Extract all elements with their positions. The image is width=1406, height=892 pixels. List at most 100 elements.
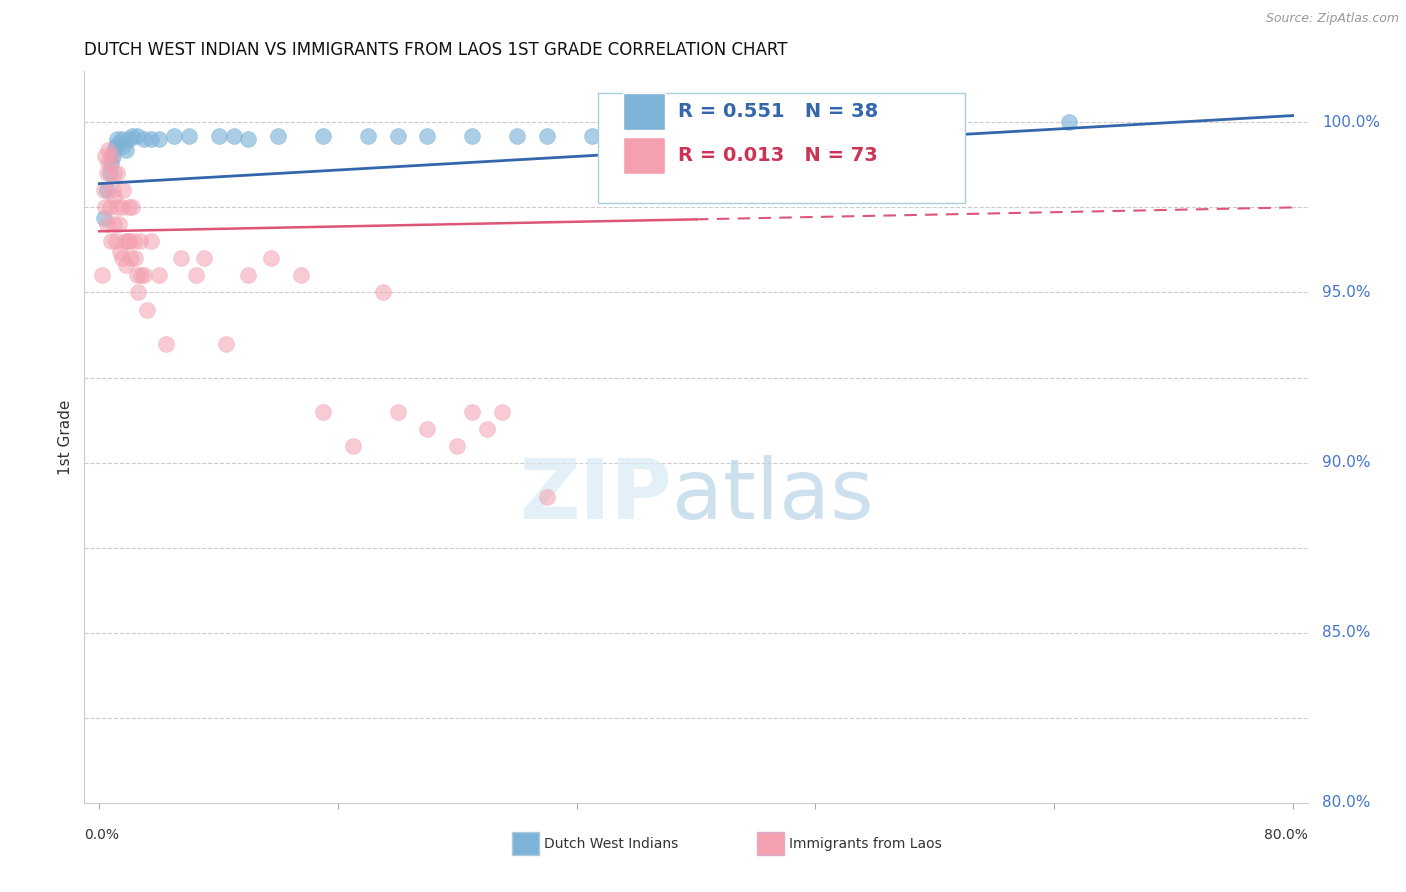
- Point: [97, 156, 120, 170]
- Point: [96, 166, 118, 180]
- Point: [124, 252, 146, 266]
- Point: [97, 143, 120, 157]
- Point: [371, 285, 394, 300]
- Point: [416, 128, 439, 143]
- Point: [238, 268, 260, 283]
- Point: [127, 285, 149, 300]
- Point: [222, 128, 245, 143]
- Point: [118, 201, 141, 215]
- Point: [98, 166, 121, 180]
- Point: [100, 149, 122, 163]
- Point: [101, 183, 124, 197]
- Point: [96, 218, 118, 232]
- Text: DUTCH WEST INDIAN VS IMMIGRANTS FROM LAOS 1ST GRADE CORRELATION CHART: DUTCH WEST INDIAN VS IMMIGRANTS FROM LAO…: [84, 41, 787, 59]
- Y-axis label: 1st Grade: 1st Grade: [58, 400, 73, 475]
- Point: [357, 128, 380, 143]
- Point: [122, 235, 145, 249]
- Point: [120, 252, 142, 266]
- Point: [170, 252, 193, 266]
- Point: [103, 218, 125, 232]
- Point: [387, 128, 409, 143]
- Text: R = 0.551   N = 38: R = 0.551 N = 38: [678, 102, 877, 121]
- Point: [93, 211, 115, 225]
- Point: [91, 268, 114, 283]
- Point: [96, 183, 118, 197]
- Point: [312, 128, 335, 143]
- Point: [111, 201, 134, 215]
- FancyBboxPatch shape: [598, 94, 965, 203]
- Point: [132, 268, 155, 283]
- Point: [100, 156, 122, 170]
- Point: [105, 166, 128, 180]
- Point: [132, 132, 155, 146]
- Point: [461, 404, 484, 418]
- Point: [148, 132, 170, 146]
- Point: [105, 201, 128, 215]
- Point: [103, 166, 125, 180]
- Point: [387, 404, 409, 418]
- Text: Immigrants from Laos: Immigrants from Laos: [789, 837, 942, 851]
- Point: [416, 421, 439, 435]
- Point: [104, 139, 127, 153]
- Bar: [623, 94, 665, 130]
- Point: [100, 235, 122, 249]
- Point: [207, 128, 229, 143]
- Point: [312, 404, 335, 418]
- Point: [112, 183, 135, 197]
- Text: ZIP: ZIP: [519, 455, 672, 536]
- Point: [290, 268, 312, 283]
- Point: [94, 201, 117, 215]
- Point: [115, 143, 138, 157]
- Text: R = 0.013   N = 73: R = 0.013 N = 73: [678, 146, 877, 165]
- Point: [125, 128, 148, 143]
- Point: [536, 490, 558, 504]
- Point: [475, 421, 498, 435]
- Point: [101, 149, 124, 163]
- Text: Source: ZipAtlas.com: Source: ZipAtlas.com: [1265, 12, 1399, 25]
- Point: [714, 128, 737, 143]
- Point: [121, 201, 143, 215]
- Bar: [623, 137, 665, 174]
- Point: [114, 235, 136, 249]
- Text: 80.0%: 80.0%: [1264, 829, 1308, 842]
- Point: [193, 252, 215, 266]
- Point: [129, 268, 152, 283]
- Point: [117, 235, 139, 249]
- Point: [536, 128, 558, 143]
- Text: 100.0%: 100.0%: [1322, 115, 1381, 130]
- Point: [626, 128, 648, 143]
- Text: 90.0%: 90.0%: [1322, 455, 1371, 470]
- Point: [115, 258, 138, 272]
- Point: [834, 128, 856, 143]
- Point: [93, 183, 115, 197]
- Point: [107, 136, 129, 150]
- Bar: [758, 832, 785, 855]
- Point: [105, 132, 128, 146]
- Point: [267, 128, 290, 143]
- Point: [342, 439, 364, 453]
- Text: 0.0%: 0.0%: [84, 829, 120, 842]
- Point: [141, 235, 163, 249]
- Point: [238, 132, 260, 146]
- Point: [98, 201, 121, 215]
- Point: [103, 190, 125, 204]
- Point: [759, 128, 782, 143]
- Point: [107, 218, 129, 232]
- Point: [118, 132, 141, 146]
- Point: [581, 128, 603, 143]
- Point: [125, 268, 148, 283]
- Point: [148, 268, 170, 283]
- Point: [136, 302, 159, 317]
- Point: [155, 336, 177, 351]
- Text: atlas: atlas: [672, 455, 873, 536]
- Text: Dutch West Indians: Dutch West Indians: [544, 837, 679, 851]
- Bar: [512, 832, 540, 855]
- Point: [491, 404, 513, 418]
- Point: [163, 128, 186, 143]
- Point: [111, 252, 134, 266]
- Point: [118, 235, 141, 249]
- Point: [104, 235, 127, 249]
- Point: [103, 143, 125, 157]
- Point: [111, 132, 134, 146]
- Point: [461, 128, 484, 143]
